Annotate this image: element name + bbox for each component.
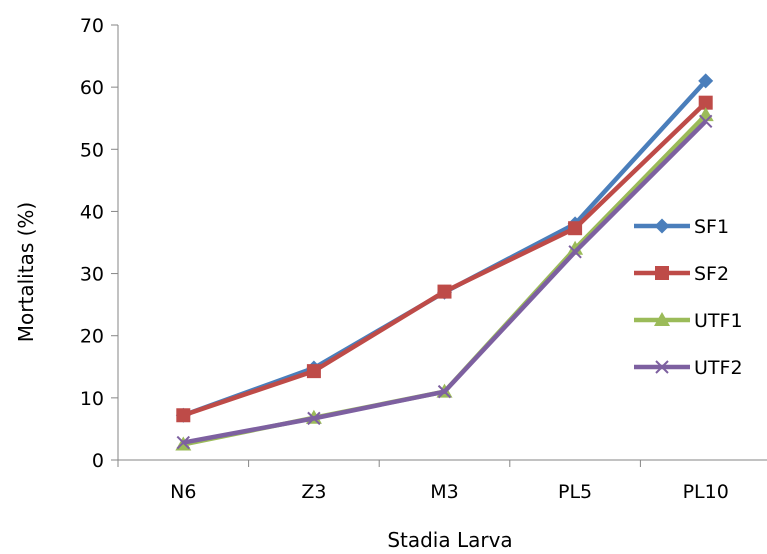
y-tick-label: 20: [80, 326, 104, 348]
series-layer: [175, 73, 714, 451]
y-tick-label: 60: [80, 77, 104, 99]
series-utf2: [176, 114, 713, 450]
legend-label: UTF2: [694, 357, 743, 379]
series-line: [182, 79, 708, 418]
series-line: [182, 101, 708, 418]
data-point: [437, 384, 452, 399]
data-point: [176, 408, 191, 423]
x-tick-label: PL5: [558, 481, 592, 503]
legend-item: SF2: [634, 263, 729, 285]
y-axis-title: Mortalitas (%): [14, 202, 38, 342]
x-tick-label: M3: [430, 481, 458, 503]
data-point: [306, 364, 321, 379]
series-sf2: [176, 95, 713, 423]
x-axis: N6 Z3 M3 PL5 PL10: [117, 459, 767, 503]
data-point: [568, 245, 582, 259]
data-point-legend: [654, 312, 670, 326]
y-tick-label: 10: [80, 388, 104, 410]
x-tick-label: Z3: [301, 481, 326, 503]
data-point: [698, 95, 713, 110]
legend-item: UTF2: [634, 357, 743, 379]
y-tick-label: 0: [92, 450, 104, 472]
legend-label: SF2: [694, 263, 729, 285]
data-point: [698, 114, 713, 129]
legend: SF1 SF2 UTF1 UTF2: [634, 216, 743, 379]
legend-label: UTF1: [694, 310, 743, 332]
x-axis-title: Stadia Larva: [387, 528, 512, 552]
legend-item: UTF1: [634, 310, 743, 332]
y-axis: 0 10 20 30 40 50 60 70: [80, 15, 119, 472]
y-tick-label: 70: [80, 15, 104, 37]
data-point-legend: [655, 266, 669, 280]
data-point: [698, 73, 714, 89]
x-tick-label: N6: [170, 481, 196, 503]
y-tick-label: 40: [80, 201, 104, 223]
data-point: [307, 411, 321, 426]
data-point: [567, 240, 584, 255]
data-point-legend: [654, 218, 670, 234]
x-tick-label: PL10: [683, 481, 729, 503]
legend-label: SF1: [694, 216, 729, 238]
y-tick-label: 50: [80, 139, 104, 161]
data-point: [437, 284, 452, 299]
series-sf1: [175, 73, 714, 423]
y-tick-label: 30: [80, 264, 104, 286]
data-point-legend: [655, 360, 669, 374]
data-point: [176, 435, 191, 450]
legend-item: SF1: [634, 216, 729, 238]
data-point: [568, 221, 583, 236]
